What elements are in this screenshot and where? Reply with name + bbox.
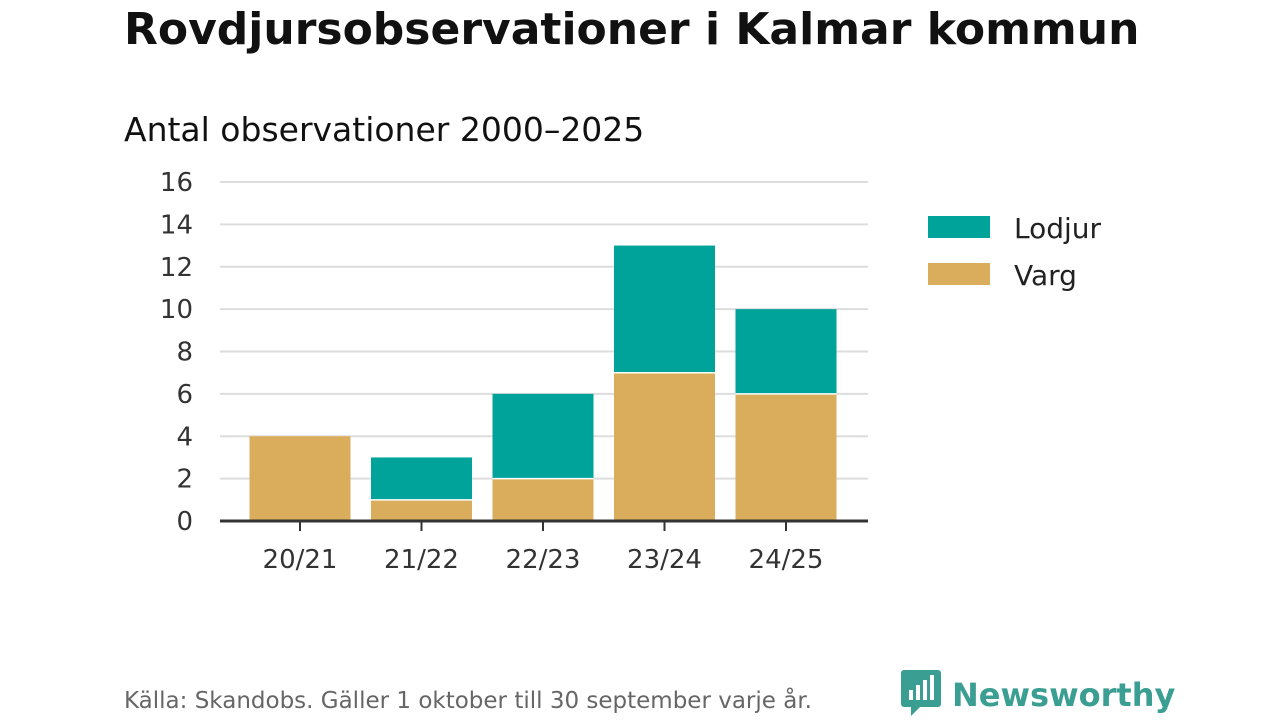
bar-varg-24-25 xyxy=(735,393,837,521)
x-tick-label: 24/25 xyxy=(749,545,824,575)
legend: Lodjur Varg xyxy=(928,212,1102,292)
legend-swatch-varg xyxy=(928,263,990,285)
chart-title: Rovdjursobservationer i Kalmar kommun xyxy=(124,4,1140,55)
x-tick-label: 21/22 xyxy=(384,545,459,575)
x-tick-label: 22/23 xyxy=(506,545,581,575)
chart-subtitle: Antal observationer 2000–2025 xyxy=(124,110,645,149)
y-tick-label: 0 xyxy=(176,507,193,537)
bar-varg-21-22 xyxy=(371,499,472,521)
x-tick-label: 20/21 xyxy=(263,545,338,575)
y-tick-label: 14 xyxy=(160,210,193,240)
axes: 0 2 4 6 8 10 12 14 16 20/21 21/22 22/23 23/24 24/25 xyxy=(160,168,868,575)
y-tick-label: 12 xyxy=(160,253,193,283)
legend-swatch-lodjur xyxy=(928,216,990,238)
y-tick-label: 2 xyxy=(176,465,193,495)
y-tick-label: 10 xyxy=(160,295,193,325)
brand-name: Newsworthy xyxy=(952,676,1176,714)
bar-varg-20-21 xyxy=(249,436,351,521)
x-tick-label: 23/24 xyxy=(627,545,702,575)
bar-lodjur-21-22 xyxy=(371,457,472,500)
legend-label-varg: Varg xyxy=(1014,259,1077,292)
legend-label-lodjur: Lodjur xyxy=(1014,212,1102,245)
bar-lodjur-24-25 xyxy=(735,309,837,394)
y-tick-label: 4 xyxy=(176,422,193,452)
bar-lodjur-23-24 xyxy=(614,245,715,373)
newsworthy-logo-icon xyxy=(900,668,942,720)
bars xyxy=(249,245,837,521)
bar-varg-22-23 xyxy=(492,478,594,521)
y-tick-label: 8 xyxy=(176,338,193,368)
source-note: Källa: Skandobs. Gäller 1 oktober till 3… xyxy=(124,688,812,714)
y-tick-label: 6 xyxy=(176,380,193,410)
bar-lodjur-22-23 xyxy=(492,393,594,479)
y-tick-label: 16 xyxy=(160,168,193,198)
brand-logo: Newsworthy xyxy=(900,668,1175,720)
bar-varg-23-24 xyxy=(614,372,715,521)
